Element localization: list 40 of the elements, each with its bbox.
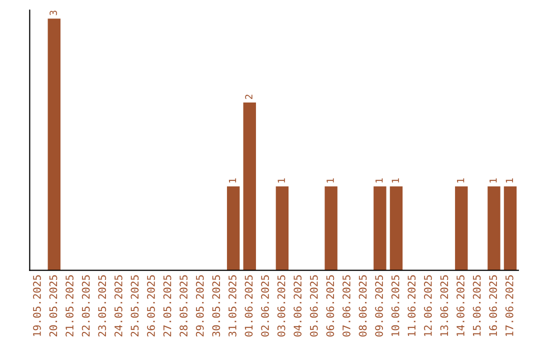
x-tick-label: 04.06.2025 xyxy=(294,275,302,336)
x-tick-label: 30.05.2025 xyxy=(212,275,220,336)
data-label: 1 xyxy=(490,178,497,182)
x-tick-label: 17.06.2025 xyxy=(505,275,514,336)
data-label: 1 xyxy=(326,178,334,182)
x-tick-label: 01.06.2025 xyxy=(244,275,253,336)
x-tick-label: 07.06.2025 xyxy=(342,275,350,336)
x-tick-label: 12.06.2025 xyxy=(424,275,432,336)
data-label: 1 xyxy=(228,178,236,182)
x-tick-label: 25.05.2025 xyxy=(130,275,139,336)
x-tick-label: 20.05.2025 xyxy=(49,275,58,336)
x-tick-label: 16.06.2025 xyxy=(489,275,498,336)
x-tick-label: 10.06.2025 xyxy=(391,275,400,336)
data-label: 2 xyxy=(245,94,252,99)
x-tick-label: 27.05.2025 xyxy=(163,275,172,336)
data-label: 3 xyxy=(50,10,57,16)
data-label: 1 xyxy=(506,178,513,182)
x-tick-label: 26.05.2025 xyxy=(147,275,155,336)
x-tick-label: 14.06.2025 xyxy=(456,275,464,336)
x-tick-label: 06.06.2025 xyxy=(326,275,334,336)
x-tick-label: 05.06.2025 xyxy=(310,275,318,336)
data-label: 1 xyxy=(457,178,464,182)
x-tick-label: 08.06.2025 xyxy=(358,275,367,336)
x-tick-label: 21.05.2025 xyxy=(66,275,74,336)
x-tick-label: 09.06.2025 xyxy=(375,275,383,336)
data-label: 1 xyxy=(376,178,383,182)
x-tick-label: 19.05.2025 xyxy=(33,275,41,336)
x-tick-label: 11.06.2025 xyxy=(408,275,416,336)
data-label: 1 xyxy=(392,178,399,182)
x-tick-label: 22.05.2025 xyxy=(82,275,90,336)
x-tick-label: 02.06.2025 xyxy=(261,275,269,336)
x-tick-label: 24.05.2025 xyxy=(114,275,122,336)
x-tick-label: 03.06.2025 xyxy=(277,275,286,336)
x-tick-label: 23.05.2025 xyxy=(98,275,106,336)
x-tick-label: 13.06.2025 xyxy=(440,275,448,336)
data-label: 1 xyxy=(278,178,285,182)
x-tick-label: 31.05.2025 xyxy=(228,275,236,336)
x-tick-label: 28.05.2025 xyxy=(180,275,188,336)
x-tick-label: 29.05.2025 xyxy=(196,275,204,336)
x-tick-label: 15.06.2025 xyxy=(472,275,481,336)
